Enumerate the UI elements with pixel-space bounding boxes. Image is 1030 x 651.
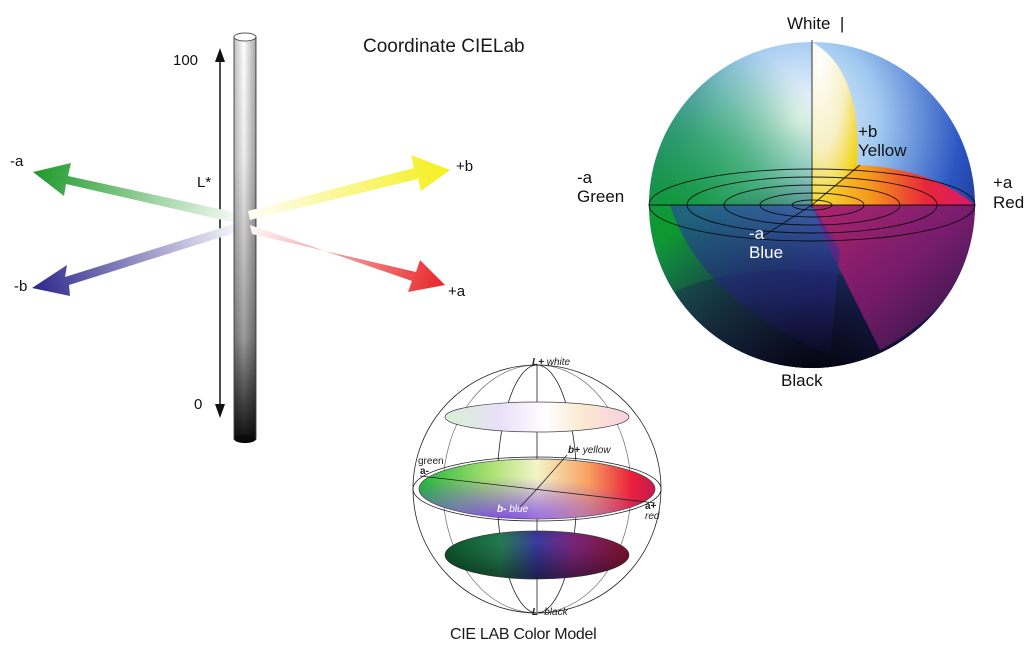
pos-a-arrow [250,225,445,292]
sphere-pos-b-label: +b [858,122,878,141]
l-axis-marker-icon: | [839,14,845,33]
sphere-red-label: Red [993,193,1025,212]
model-a-plus-label: a+ [645,501,657,512]
l-axis-cylinder [233,32,257,443]
sphere-neg-a-label: -a [577,168,593,187]
l-axis-bottom-value: 0 [194,396,203,413]
lab-color-sphere [648,40,976,368]
l-axis-label: L* [197,174,212,191]
sphere-neg-b-label: -a [749,224,765,243]
sphere-black-label: Black [781,371,823,390]
model-l-minus-label: L- black [532,607,568,618]
lab-axes-diagram [32,32,450,443]
model-l-plus-label: L+ white [532,357,571,368]
l-axis-top-value: 100 [173,52,199,69]
neg-b-arrow [32,222,244,296]
sphere-pos-a-label: +a [993,173,1013,192]
sphere-yellow-label: Yellow [858,141,907,160]
model-b-minus-label: b- blue [497,504,529,515]
pos-a-label: +a [448,283,466,300]
neg-b-label: -b [14,278,28,295]
cie-lab-model [412,364,662,614]
sphere-green-label: Green [577,187,625,206]
model-caption: CIE LAB Color Model [450,626,597,643]
pos-b-arrow [248,155,450,220]
sphere-white-label: White | [787,14,845,33]
neg-a-label: -a [10,153,24,170]
model-b-plus-label: b+ yellow [568,445,611,456]
pos-b-label: +b [456,158,474,175]
model-green-label: green [418,456,444,467]
model-red-label: red [645,511,660,522]
sphere-blue-label: Blue [749,243,784,262]
neg-a-arrow [33,163,242,224]
figure-title: Coordinate CIELab [363,36,525,57]
model-a-minus-label: a- [420,466,429,477]
